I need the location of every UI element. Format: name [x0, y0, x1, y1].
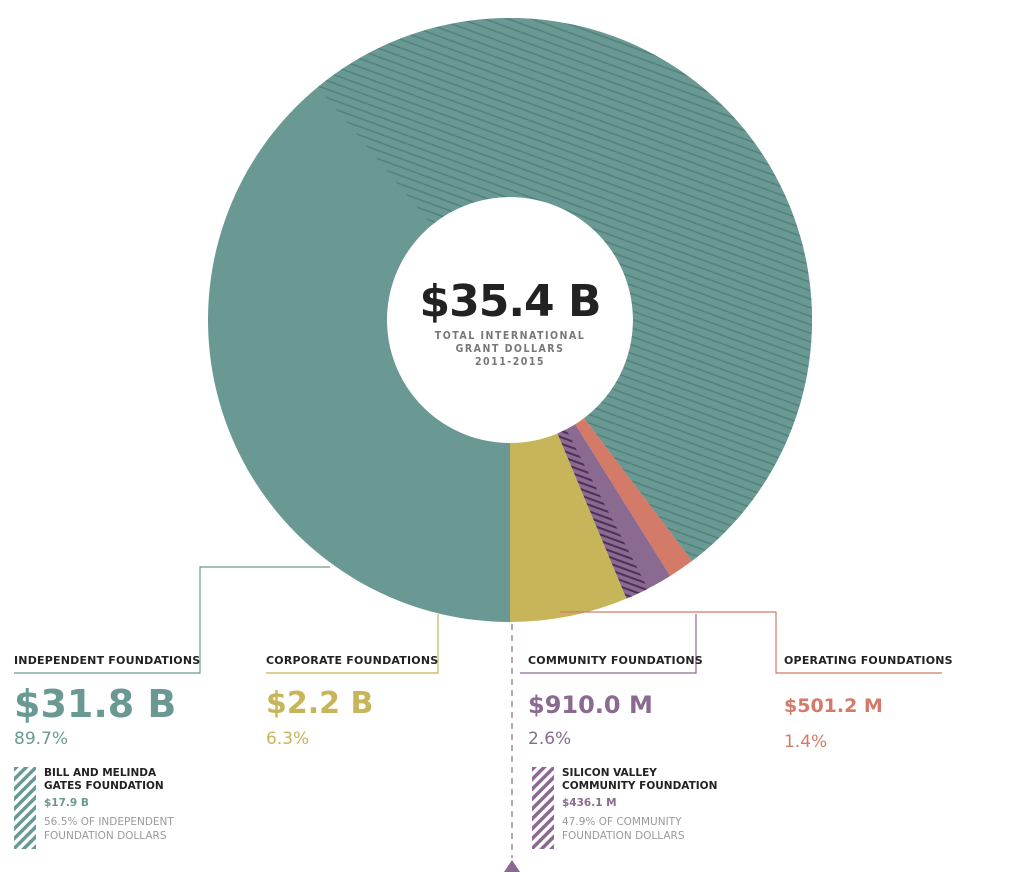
total-label-line-3: 2011-2015: [474, 356, 545, 368]
svcf-note-line-2: FOUNDATION DOLLARS: [562, 830, 685, 842]
svcf-amount: $436.1 M: [562, 797, 617, 809]
svcf-note-line-1: 47.9% OF COMMUNITY: [562, 816, 682, 828]
community-percent: 2.6%: [528, 729, 572, 749]
independent-title: INDEPENDENT FOUNDATIONS: [14, 654, 201, 667]
slice-operating: [575, 418, 693, 576]
pointer-triangle-icon: [504, 860, 520, 872]
gates-note-line-2: FOUNDATION DOLLARS: [44, 830, 167, 842]
total-label: TOTAL INTERNATIONAL GRANT DOLLARS 2011-2…: [390, 330, 630, 369]
leader-operating: [560, 611, 942, 674]
leader-community: [520, 614, 697, 674]
hatched-swatch-purple: [532, 767, 554, 849]
corporate-percent: 6.3%: [266, 729, 310, 749]
total-label-line-1: TOTAL INTERNATIONAL: [434, 330, 586, 342]
community-amount: $910.0 M: [528, 691, 653, 719]
center-total: $35.4 B TOTAL INTERNATIONAL GRANT DOLLAR…: [390, 280, 630, 369]
hatched-swatch-teal: [14, 767, 36, 849]
gates-note: 56.5% OF INDEPENDENT FOUNDATION DOLLARS: [44, 815, 214, 843]
svcf-name-line-2: COMMUNITY FOUNDATION: [562, 780, 718, 792]
gates-name-line-1: BILL AND MELINDA: [44, 767, 157, 779]
category-independent: INDEPENDENT FOUNDATIONS $31.8 B 89.7%: [14, 654, 200, 749]
independent-percent: 89.7%: [14, 729, 69, 749]
operating-percent: 1.4%: [784, 732, 828, 752]
gates-note-line-1: 56.5% OF INDEPENDENT: [44, 816, 174, 828]
community-title: COMMUNITY FOUNDATIONS: [528, 654, 703, 667]
slice-corporate: [510, 433, 627, 622]
leader-independent: [14, 566, 330, 674]
total-value: $35.4 B: [419, 276, 601, 327]
category-corporate: CORPORATE FOUNDATIONS $2.2 B 6.3%: [266, 654, 438, 749]
gates-amount: $17.9 B: [44, 797, 89, 809]
slice-community-highlight: [557, 429, 648, 599]
category-operating: OPERATING FOUNDATIONS $501.2 M 1.4%: [784, 654, 953, 752]
svcf-note: 47.9% OF COMMUNITY FOUNDATION DOLLARS: [562, 815, 732, 843]
operating-title: OPERATING FOUNDATIONS: [784, 654, 953, 667]
total-label-line-2: GRANT DOLLARS: [455, 343, 565, 355]
gates-name-line-2: GATES FOUNDATION: [44, 780, 164, 792]
corporate-title: CORPORATE FOUNDATIONS: [266, 654, 439, 667]
slice-independent-highlight: [317, 17, 813, 561]
category-community: COMMUNITY FOUNDATIONS $910.0 M 2.6%: [528, 654, 703, 749]
independent-amount: $31.8 B: [14, 682, 177, 726]
svcf-name-line-1: SILICON VALLEY: [562, 767, 657, 779]
corporate-amount: $2.2 B: [266, 686, 374, 721]
leader-corporate: [266, 614, 439, 674]
operating-amount: $501.2 M: [784, 695, 883, 717]
